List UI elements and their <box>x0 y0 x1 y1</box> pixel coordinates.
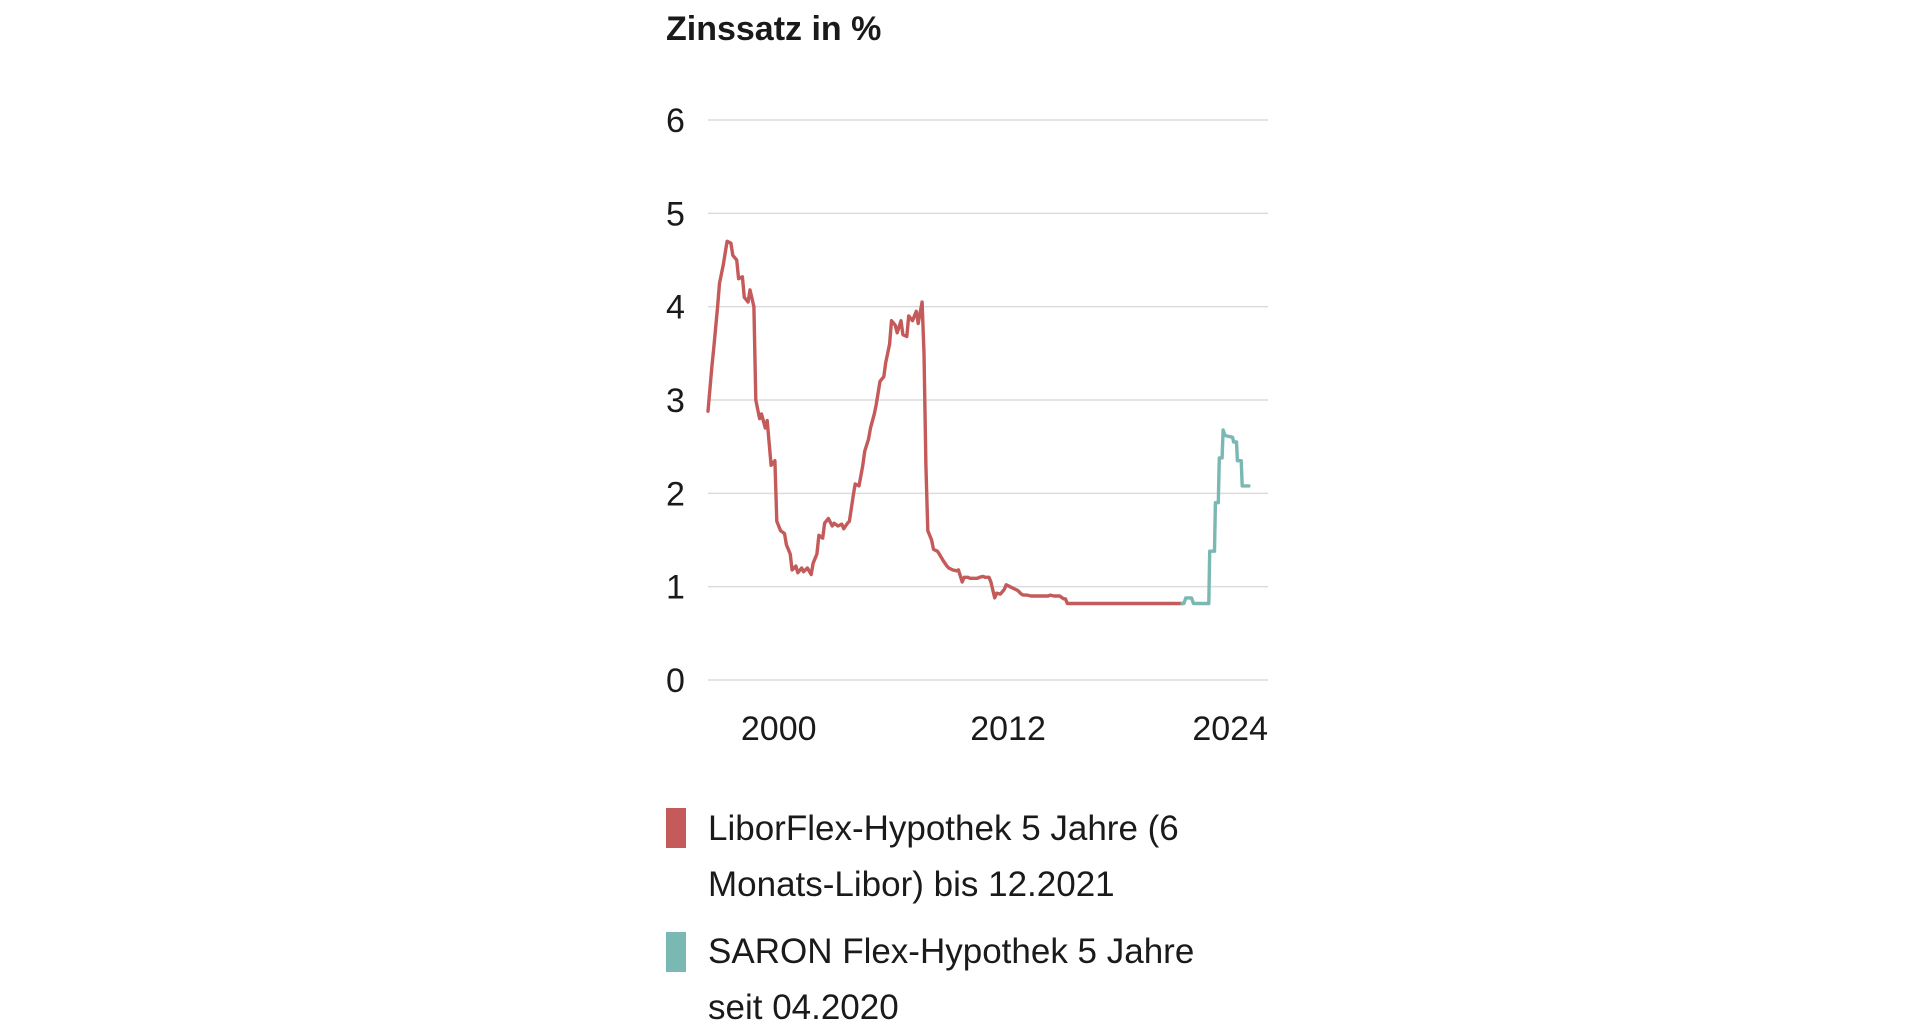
chart-title: Zinssatz in % <box>666 10 881 48</box>
legend-label-saron-line2: seit 04.2020 <box>708 988 899 1026</box>
legend-label-liborflex-line1: LiborFlex-Hypothek 5 Jahre (6 <box>708 809 1179 848</box>
x-axis-tick-labels: 2000 2012 2024 <box>741 710 1268 748</box>
series-line-saron <box>1180 428 1251 606</box>
x-tick-label-2024: 2024 <box>1192 710 1268 748</box>
y-tick-label-4: 4 <box>666 289 685 327</box>
legend: LiborFlex-Hypothek 5 Jahre (6 Monats-Lib… <box>666 808 1194 1026</box>
series-lines <box>706 239 1251 606</box>
y-tick-label-3: 3 <box>666 382 685 420</box>
y-tick-label-0: 0 <box>666 662 685 700</box>
legend-item-saron: SARON Flex-Hypothek 5 Jahre seit 04.2020 <box>666 932 1194 1026</box>
gridlines <box>708 119 1268 681</box>
x-tick-label-2012: 2012 <box>970 710 1046 748</box>
legend-swatch-saron <box>666 932 686 972</box>
legend-swatch-liborflex <box>666 808 686 848</box>
y-tick-label-5: 5 <box>666 195 685 233</box>
y-tick-label-1: 1 <box>666 569 685 607</box>
y-tick-label-2: 2 <box>666 475 685 513</box>
legend-label-liborflex-line2: Monats-Libor) bis 12.2021 <box>708 865 1115 904</box>
legend-label-saron-line1: SARON Flex-Hypothek 5 Jahre <box>708 932 1194 971</box>
legend-item-liborflex: LiborFlex-Hypothek 5 Jahre (6 Monats-Lib… <box>666 808 1179 904</box>
series-line-liborflex <box>706 239 1184 606</box>
y-tick-label-6: 6 <box>666 102 685 140</box>
y-axis-tick-labels: 0 1 2 3 4 5 6 <box>666 102 685 700</box>
x-tick-label-2000: 2000 <box>741 710 817 748</box>
